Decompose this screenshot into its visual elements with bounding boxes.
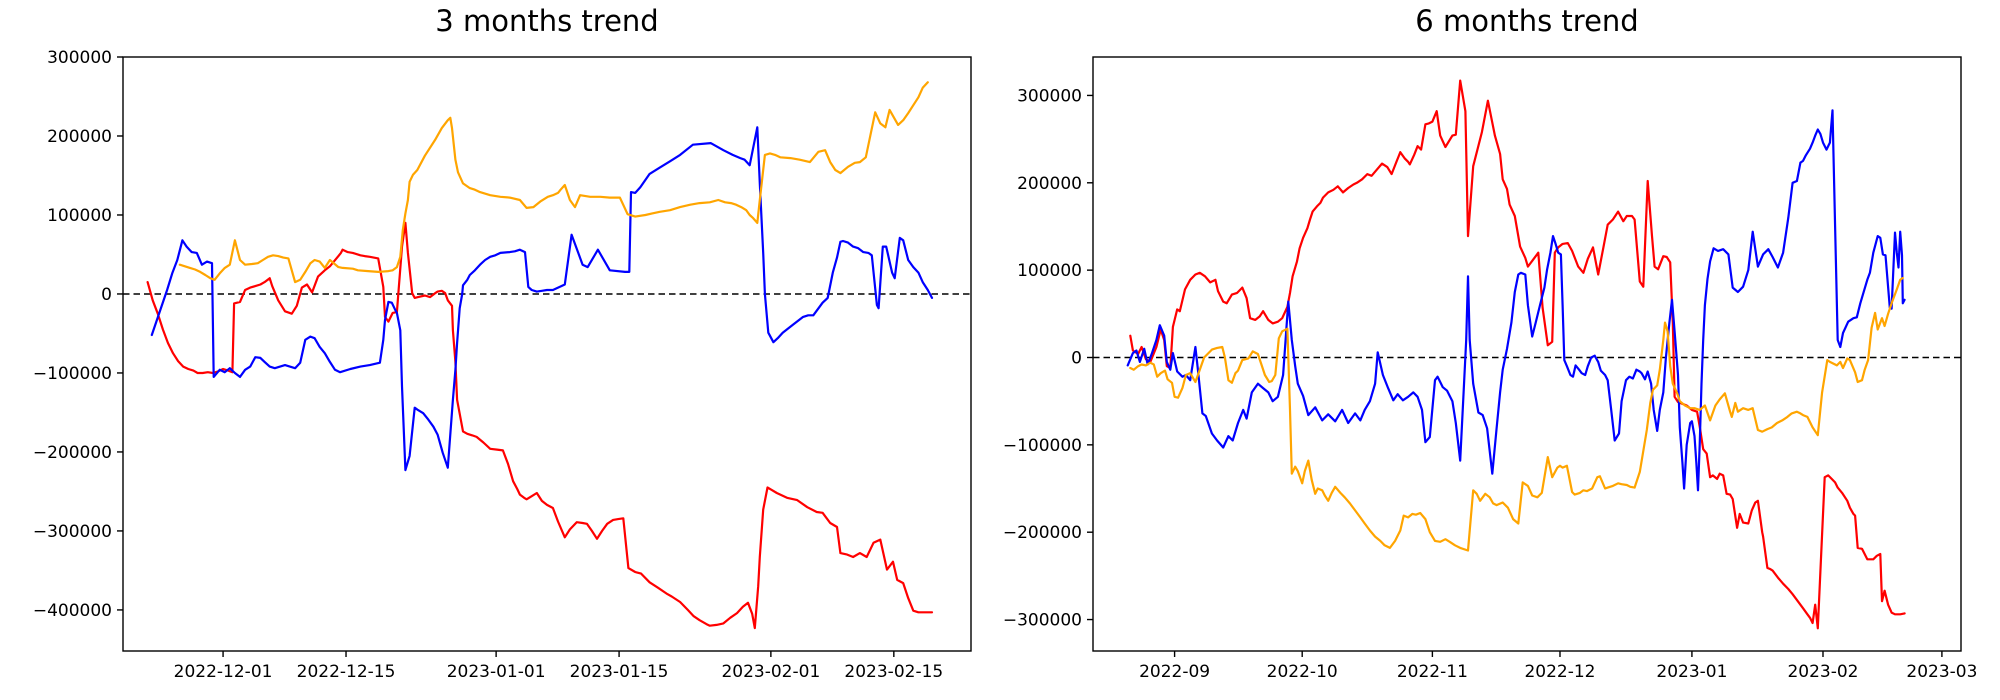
y-tick-label: 0 — [101, 285, 112, 305]
y-tick-label: −400000 — [33, 601, 112, 621]
series-line-red — [146, 221, 934, 630]
y-tick-label: −200000 — [1003, 523, 1082, 543]
chart-title-3-months: 3 months trend — [435, 4, 659, 38]
y-tick-label: 0 — [1071, 348, 1082, 368]
x-tick-label: 2023-02-01 — [721, 662, 820, 682]
chart-title-6-months: 6 months trend — [1415, 4, 1639, 38]
y-tick-label: −300000 — [1003, 611, 1082, 631]
series-line-blue — [150, 126, 934, 472]
y-tick-label: −200000 — [33, 443, 112, 463]
x-tick-label: 2023-03 — [1906, 662, 1977, 682]
y-tick-label: 100000 — [1017, 261, 1082, 281]
y-tick-label: 200000 — [1017, 174, 1082, 194]
series-line-orange — [178, 81, 929, 284]
y-tick-label: 300000 — [1017, 86, 1082, 106]
plot-border — [122, 56, 972, 652]
x-tick-label: 2023-01-01 — [447, 662, 546, 682]
x-tick-label: 2022-12 — [1524, 662, 1595, 682]
x-tick-label: 2023-01-15 — [570, 662, 669, 682]
series-line-red — [1129, 79, 1906, 630]
y-tick-label: −100000 — [33, 364, 112, 384]
x-tick-label: 2022-12-15 — [297, 662, 396, 682]
x-tick-label: 2022-09 — [1139, 662, 1210, 682]
plot-border — [1092, 56, 1962, 652]
y-tick-label: 300000 — [47, 48, 112, 68]
x-tick-label: 2022-12-01 — [174, 662, 273, 682]
x-tick-label: 2023-02 — [1787, 662, 1858, 682]
y-tick-label: 200000 — [47, 127, 112, 147]
y-tick-label: 100000 — [47, 206, 112, 226]
x-tick-label: 2022-10 — [1267, 662, 1338, 682]
x-tick-label: 2023-01 — [1656, 662, 1727, 682]
y-tick-label: −100000 — [1003, 436, 1082, 456]
x-tick-label: 2023-02-15 — [844, 662, 943, 682]
series-line-orange — [1129, 276, 1904, 552]
x-tick-label: 2022-11 — [1397, 662, 1468, 682]
series-line-blue — [1126, 109, 1906, 492]
y-tick-label: −300000 — [33, 522, 112, 542]
